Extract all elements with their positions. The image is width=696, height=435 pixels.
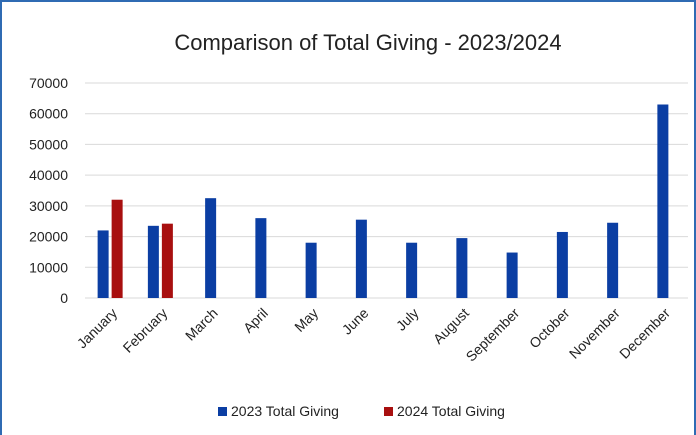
bar-2023-february [147, 225, 159, 298]
x-category-label: December [616, 305, 673, 362]
bar-2023-april [255, 218, 267, 298]
x-category-label: September [463, 305, 523, 365]
y-tick-label: 70000 [29, 75, 68, 91]
legend-label: 2024 Total Giving [397, 403, 505, 419]
bar-2023-june [355, 219, 367, 298]
y-tick-label: 0 [60, 290, 68, 306]
bar-2023-july [406, 242, 418, 298]
y-tick-label: 50000 [29, 136, 68, 152]
x-category-label: March [182, 305, 221, 344]
legend-swatch [384, 407, 393, 416]
x-category-label: August [430, 305, 472, 347]
bar-2023-january [97, 230, 109, 298]
bars [97, 104, 669, 298]
legend-swatch [218, 407, 227, 416]
legend: 2023 Total Giving 2024 Total Giving [218, 403, 505, 419]
bar-2023-november [607, 222, 619, 298]
gridlines [85, 82, 688, 299]
bar-2023-october [556, 231, 568, 298]
bar-2023-september [506, 252, 518, 298]
y-tick-label: 40000 [29, 167, 68, 183]
bar-2024-january [111, 199, 123, 298]
x-category-label: April [240, 305, 271, 336]
x-category-label: February [120, 305, 171, 356]
x-axis-categories: January February March April May June July Augu… [74, 305, 674, 365]
x-category-label: January [74, 305, 121, 352]
x-category-label: July [393, 305, 422, 334]
y-tick-label: 10000 [29, 259, 68, 275]
bar-2023-march [205, 198, 217, 298]
x-category-label: May [291, 305, 321, 335]
y-tick-label: 20000 [29, 229, 68, 245]
x-category-label: October [526, 305, 573, 352]
bar-2023-december [657, 104, 669, 298]
bar-2023-may [305, 242, 317, 298]
bar-2023-august [456, 238, 468, 298]
bar-2024-february [161, 223, 173, 298]
x-category-label: November [566, 305, 623, 362]
y-tick-label: 60000 [29, 106, 68, 122]
chart-title: Comparison of Total Giving - 2023/2024 [174, 30, 561, 55]
legend-label: 2023 Total Giving [231, 403, 339, 419]
x-category-label: June [339, 305, 372, 338]
y-axis-ticks: 0 10000 20000 30000 40000 50000 60000 70000 [29, 75, 68, 306]
y-tick-label: 30000 [29, 198, 68, 214]
